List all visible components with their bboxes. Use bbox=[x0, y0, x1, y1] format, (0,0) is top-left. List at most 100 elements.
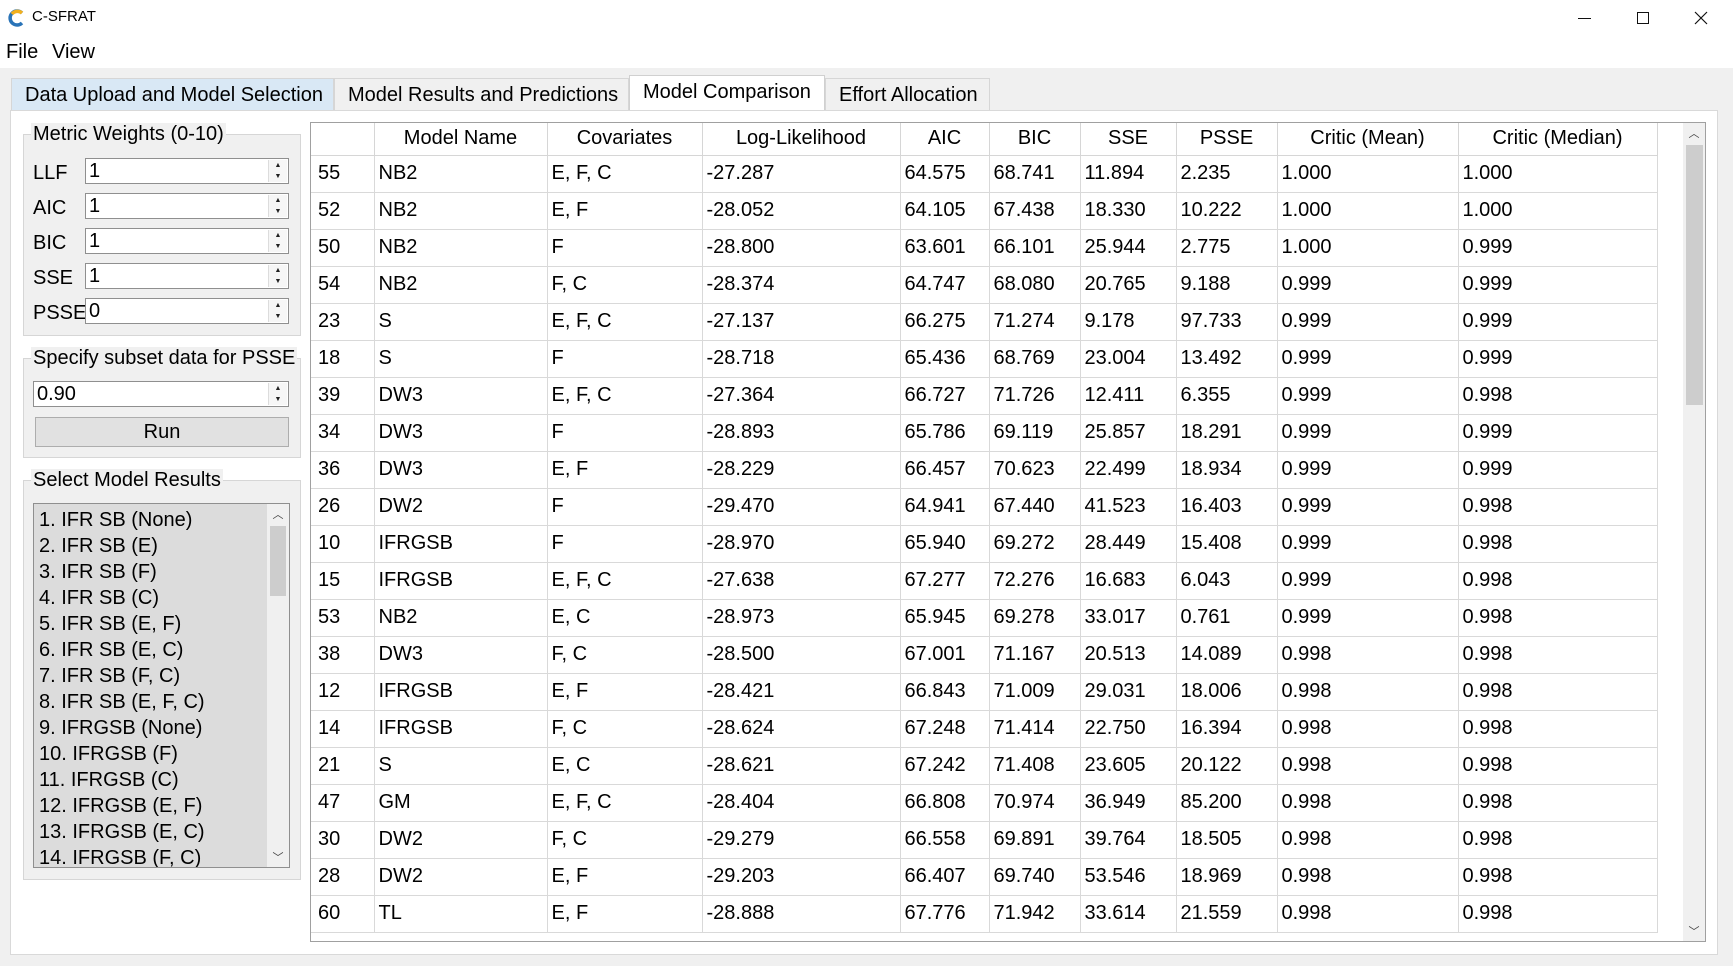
menu-file[interactable]: File bbox=[6, 41, 39, 63]
row-number-cell[interactable]: 15 bbox=[311, 562, 375, 600]
table-cell[interactable]: 0.998 bbox=[1458, 895, 1658, 933]
table-cell[interactable]: 16.683 bbox=[1080, 562, 1177, 600]
row-number-cell[interactable]: 34 bbox=[311, 414, 375, 452]
table-cell[interactable]: 0.998 bbox=[1458, 747, 1658, 785]
table-row[interactable]: 23 S E, F, C -27.137 66.275 71.274 9.178 97.733… bbox=[311, 303, 1658, 341]
table-cell[interactable]: 22.499 bbox=[1080, 451, 1177, 489]
list-item[interactable]: 13. IFRGSB (E, C) bbox=[39, 821, 205, 843]
model-results-list[interactable]: 1. IFR SB (None) 2. IFR SB (E) 3. IFR SB… bbox=[33, 503, 290, 868]
table-row[interactable]: 28 DW2 E, F -29.203 66.407 69.740 53.546 18.969… bbox=[311, 858, 1658, 896]
table-cell[interactable]: 6.355 bbox=[1176, 377, 1278, 415]
tab-effort-allocation[interactable]: Effort Allocation bbox=[825, 78, 990, 111]
row-number-cell[interactable]: 26 bbox=[311, 488, 375, 526]
table-cell[interactable]: 0.998 bbox=[1458, 377, 1658, 415]
column-header[interactable]: Covariates bbox=[547, 123, 703, 156]
table-cell[interactable]: 18.505 bbox=[1176, 821, 1278, 859]
table-cell[interactable]: F, C bbox=[547, 636, 703, 674]
table-row[interactable]: 39 DW3 E, F, C -27.364 66.727 71.726 12.411 6.3… bbox=[311, 377, 1658, 415]
spin-arrows[interactable]: ▲ ▼ bbox=[268, 160, 287, 182]
table-cell[interactable]: 16.403 bbox=[1176, 488, 1278, 526]
table-cell[interactable]: 0.998 bbox=[1458, 488, 1658, 526]
table-cell[interactable]: 20.765 bbox=[1080, 266, 1177, 304]
table-cell[interactable]: 2.235 bbox=[1176, 155, 1278, 193]
scroll-up-icon[interactable]: ︿ bbox=[272, 509, 284, 521]
table-row[interactable]: 14 IFRGSB F, C -28.624 67.248 71.414 22.750 16.… bbox=[311, 710, 1658, 748]
table-cell[interactable]: 0.999 bbox=[1458, 451, 1658, 489]
list-item[interactable]: 14. IFRGSB (F, C) bbox=[39, 847, 202, 868]
spin-up-icon[interactable]: ▲ bbox=[274, 162, 282, 169]
table-cell[interactable]: 69.891 bbox=[989, 821, 1081, 859]
spin-down-icon[interactable]: ▼ bbox=[274, 396, 282, 403]
table-cell[interactable]: NB2 bbox=[374, 229, 548, 267]
row-number-cell[interactable]: 21 bbox=[311, 747, 375, 785]
table-cell[interactable]: 6.043 bbox=[1176, 562, 1278, 600]
table-cell[interactable]: 0.999 bbox=[1277, 451, 1459, 489]
table-cell[interactable]: F bbox=[547, 414, 703, 452]
table-row[interactable]: 26 DW2 F -29.470 64.941 67.440 41.523 16.403 0.9… bbox=[311, 488, 1658, 526]
table-cell[interactable]: 18.934 bbox=[1176, 451, 1278, 489]
table-cell[interactable]: 28.449 bbox=[1080, 525, 1177, 563]
table-cell[interactable]: 63.601 bbox=[900, 229, 990, 267]
table-cell[interactable]: 0.998 bbox=[1277, 673, 1459, 711]
table-cell[interactable]: S bbox=[374, 747, 548, 785]
table-cell[interactable]: 29.031 bbox=[1080, 673, 1177, 711]
table-cell[interactable]: 1.000 bbox=[1277, 155, 1459, 193]
llf-weight-spinbox[interactable]: 1 ▲ ▼ bbox=[85, 158, 289, 184]
table-cell[interactable]: NB2 bbox=[374, 155, 548, 193]
table-cell[interactable]: -28.973 bbox=[702, 599, 901, 637]
table-cell[interactable]: 69.119 bbox=[989, 414, 1081, 452]
table-cell[interactable]: 67.277 bbox=[900, 562, 990, 600]
table-cell[interactable]: NB2 bbox=[374, 266, 548, 304]
table-cell[interactable]: 14.089 bbox=[1176, 636, 1278, 674]
table-cell[interactable]: 64.747 bbox=[900, 266, 990, 304]
spin-down-icon[interactable]: ▼ bbox=[274, 313, 282, 320]
table-cell[interactable]: DW2 bbox=[374, 488, 548, 526]
table-cell[interactable]: S bbox=[374, 303, 548, 341]
table-row[interactable]: 34 DW3 F -28.893 65.786 69.119 25.857 18.291 0.9… bbox=[311, 414, 1658, 452]
table-cell[interactable]: E, F bbox=[547, 895, 703, 933]
table-cell[interactable]: 0.998 bbox=[1458, 784, 1658, 822]
column-header[interactable]: Log-Likelihood bbox=[702, 123, 901, 156]
table-cell[interactable]: 21.559 bbox=[1176, 895, 1278, 933]
column-header[interactable]: BIC bbox=[989, 123, 1081, 156]
row-number-cell[interactable]: 14 bbox=[311, 710, 375, 748]
table-cell[interactable]: 15.408 bbox=[1176, 525, 1278, 563]
table-cell[interactable]: 0.999 bbox=[1458, 229, 1658, 267]
table-cell[interactable]: -28.800 bbox=[702, 229, 901, 267]
table-cell[interactable]: 70.974 bbox=[989, 784, 1081, 822]
scrollbar-thumb[interactable] bbox=[1686, 145, 1703, 405]
row-number-cell[interactable]: 12 bbox=[311, 673, 375, 711]
table-cell[interactable]: IFRGSB bbox=[374, 562, 548, 600]
table-cell[interactable]: 68.769 bbox=[989, 340, 1081, 378]
table-cell[interactable]: E, F, C bbox=[547, 562, 703, 600]
table-cell[interactable]: 20.513 bbox=[1080, 636, 1177, 674]
table-row[interactable]: 54 NB2 F, C -28.374 64.747 68.080 20.765 9.188 0… bbox=[311, 266, 1658, 304]
table-row[interactable]: 15 IFRGSB E, F, C -27.638 67.277 72.276 16.683… bbox=[311, 562, 1658, 600]
list-item[interactable]: 3. IFR SB (F) bbox=[39, 561, 157, 583]
list-item[interactable]: 6. IFR SB (E, C) bbox=[39, 639, 184, 661]
column-header[interactable]: Critic (Median) bbox=[1458, 123, 1658, 156]
table-cell[interactable]: E, F bbox=[547, 858, 703, 896]
table-cell[interactable]: 69.278 bbox=[989, 599, 1081, 637]
table-cell[interactable]: 66.101 bbox=[989, 229, 1081, 267]
column-header[interactable]: Model Name bbox=[374, 123, 548, 156]
table-cell[interactable]: 1.000 bbox=[1458, 192, 1658, 230]
table-cell[interactable]: E, C bbox=[547, 599, 703, 637]
list-item[interactable]: 12. IFRGSB (E, F) bbox=[39, 795, 203, 817]
list-item[interactable]: 8. IFR SB (E, F, C) bbox=[39, 691, 205, 713]
table-cell[interactable]: F bbox=[547, 229, 703, 267]
table-cell[interactable]: E, F bbox=[547, 451, 703, 489]
table-cell[interactable]: 0.761 bbox=[1176, 599, 1278, 637]
table-cell[interactable]: 0.999 bbox=[1277, 599, 1459, 637]
table-cell[interactable]: -28.374 bbox=[702, 266, 901, 304]
spin-down-icon[interactable]: ▼ bbox=[274, 278, 282, 285]
spin-arrows[interactable]: ▲ ▼ bbox=[268, 383, 287, 405]
table-cell[interactable]: -29.203 bbox=[702, 858, 901, 896]
close-window-button[interactable] bbox=[1672, 0, 1730, 36]
row-number-cell[interactable]: 30 bbox=[311, 821, 375, 859]
table-cell[interactable]: 67.440 bbox=[989, 488, 1081, 526]
spin-up-icon[interactable]: ▲ bbox=[274, 385, 282, 392]
psse-weight-spinbox[interactable]: 0 ▲ ▼ bbox=[85, 298, 289, 324]
table-cell[interactable]: 66.275 bbox=[900, 303, 990, 341]
spin-arrows[interactable]: ▲ ▼ bbox=[268, 195, 287, 217]
